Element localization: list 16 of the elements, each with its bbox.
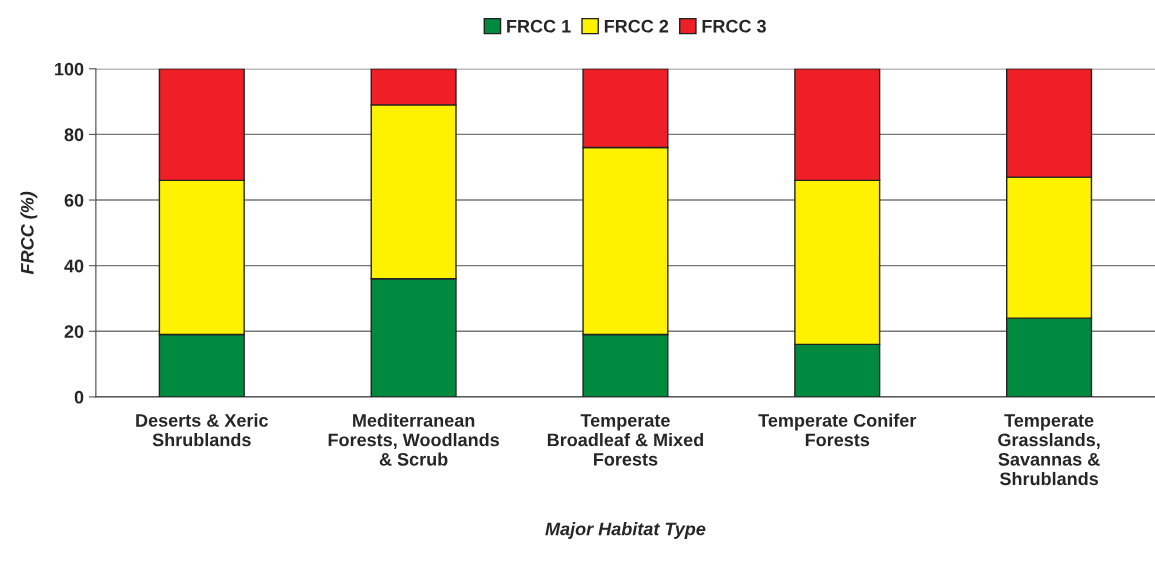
y-tick-label: 80	[64, 128, 84, 142]
y-tick-label: 0	[74, 390, 84, 404]
y-tick-label: 40	[64, 259, 84, 273]
legend-label: FRCC 1	[507, 19, 571, 33]
y-tick-label: 100	[55, 62, 84, 76]
y-axis-title: FRCC (%)	[20, 191, 38, 275]
y-tick-label: 60	[64, 193, 84, 207]
legend-label: FRCC 3	[702, 19, 766, 33]
y-tick-label: 20	[64, 325, 84, 338]
x-tick-label: Deserts & Xeric Shrublands	[136, 413, 268, 447]
legend-label: FRCC 2	[604, 19, 669, 33]
x-tick-label: Temperate Conifer Forests	[758, 413, 917, 447]
x-tick-label: Temperate Broadleaf & Mixed Forests	[547, 414, 704, 466]
x-tick-label: Mediterranean Forests, Woodlands & Scrub	[328, 413, 499, 466]
x-tick-label: Temperate Grasslands, Savannas & Shrublands	[998, 414, 1100, 486]
x-axis-title: Major Habitat Type	[545, 522, 706, 539]
